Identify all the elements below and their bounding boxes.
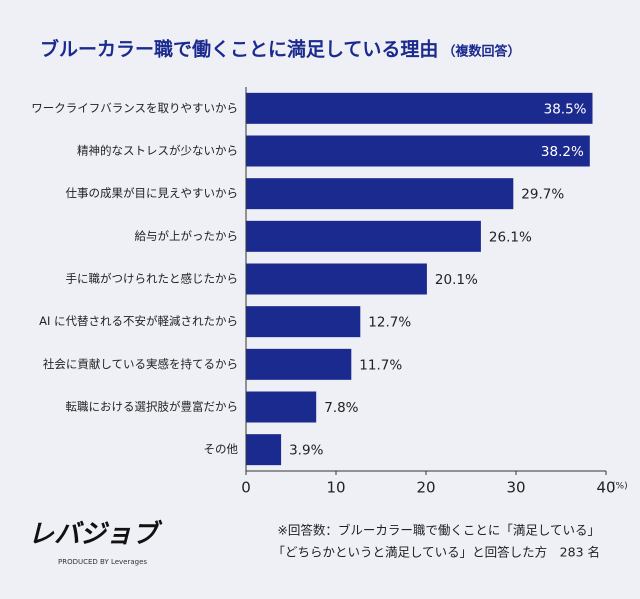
x-tick-label: 30 (506, 479, 525, 497)
value-label: 38.2% (541, 144, 584, 160)
bar (246, 306, 361, 338)
logo-name: レバジョブ (28, 520, 163, 550)
value-label: 20.1% (435, 272, 478, 288)
bar (246, 391, 317, 423)
value-label: 29.7% (521, 187, 564, 203)
logo-tagline: PRODUCED BY Leverages (58, 558, 147, 566)
y-tick-label: 精神的なストレスが少ないから (77, 144, 238, 158)
chart-subtitle: （複数回答） (442, 44, 520, 60)
bar (246, 135, 590, 167)
value-label: 7.8% (324, 400, 358, 416)
bar (246, 220, 481, 252)
bar (246, 92, 593, 124)
y-tick-label: 社会に貢献している実感を持てるから (43, 357, 238, 371)
footnote: ※回答数：ブルーカラー職で働くことに「満足している」 (277, 523, 600, 538)
bar (246, 178, 514, 210)
y-tick-label: 仕事の成果が目に見えやすいから (66, 186, 239, 200)
footnote: 「どちらかというと満足している」と回答した方 283 名 (273, 545, 600, 560)
bar (246, 263, 427, 295)
value-label: 12.7% (368, 315, 411, 331)
x-tick-label: 0 (241, 479, 251, 497)
bar (246, 348, 352, 380)
y-tick-label: 手に職がつけられたと感じたから (66, 272, 239, 286)
value-label: 3.9% (289, 443, 323, 459)
bar (246, 434, 282, 466)
value-label: 38.5% (544, 101, 587, 117)
y-tick-label: その他 (204, 442, 239, 456)
value-label: 11.7% (359, 357, 402, 373)
y-tick-label: AI に代替される不安が軽減されたから (39, 314, 238, 328)
y-tick-label: ワークライフバランスを取りやすいから (31, 101, 238, 115)
y-tick-label: 転職における選択肢が豊富だから (66, 400, 239, 414)
x-tick-label: 40 (596, 479, 615, 497)
x-tick-label: 20 (416, 479, 435, 497)
x-unit: (%) (612, 482, 628, 492)
value-label: 26.1% (489, 229, 532, 245)
y-tick-label: 給与が上がったから (135, 229, 239, 243)
x-tick-label: 10 (326, 479, 345, 497)
chart-title: ブルーカラー職で働くことに満足している理由 (40, 38, 438, 61)
